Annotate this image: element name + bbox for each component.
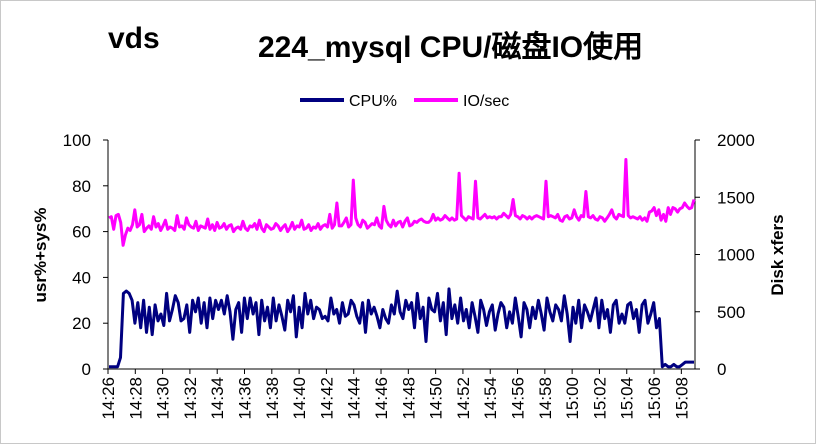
left-tick-label: 80 <box>72 177 91 196</box>
x-tick-label: 15:00 <box>563 377 582 420</box>
x-tick-label: 14:36 <box>236 377 255 420</box>
x-tick-label: 14:34 <box>208 377 227 420</box>
x-tick-label: 14:48 <box>399 377 418 420</box>
x-tick-label: 15:02 <box>590 377 609 420</box>
x-tick-label: 14:56 <box>509 377 528 420</box>
series-line-io <box>108 158 696 247</box>
left-tick-label: 100 <box>63 131 91 150</box>
x-tick-label: 14:44 <box>345 377 364 420</box>
right-tick-label: 1000 <box>717 246 755 265</box>
x-tick-label: 15:04 <box>618 377 637 420</box>
left-tick-label: 40 <box>72 268 91 287</box>
x-tick-label: 14:46 <box>372 377 391 420</box>
x-tick-label: 15:08 <box>672 377 691 420</box>
left-axis-ticks: 0 20 40 60 80 100 <box>63 131 108 379</box>
legend-label-io: IO/sec <box>463 93 509 110</box>
x-tick-label: 14:28 <box>126 377 145 420</box>
left-tick-label: 0 <box>82 360 91 379</box>
legend: CPU% IO/sec <box>300 93 509 110</box>
x-axis-ticks: 14:26 14:28 14:30 14:32 14:34 14:36 14:38 14:40… <box>99 369 691 420</box>
series-line-cpu <box>109 287 694 369</box>
x-tick-label: 14:26 <box>99 377 118 420</box>
x-tick-label: 14:32 <box>181 377 200 420</box>
left-tick-label: 20 <box>72 314 91 333</box>
right-tick-label: 0 <box>717 360 726 379</box>
left-tick-label: 60 <box>72 223 91 242</box>
chart-title: 224_mysql CPU/磁盘IO使用 <box>258 31 644 64</box>
x-tick-label: 14:40 <box>290 377 309 420</box>
x-tick-label: 14:52 <box>454 377 473 420</box>
right-axis-ticks: 0 500 1000 1500 2000 <box>695 131 755 379</box>
x-tick-label: 14:50 <box>427 377 446 420</box>
right-tick-label: 1500 <box>717 188 755 207</box>
right-tick-label: 500 <box>717 303 745 322</box>
x-tick-label: 14:54 <box>481 377 500 420</box>
chart-host-title: vds <box>108 22 160 55</box>
x-tick-label: 14:38 <box>263 377 282 420</box>
y-axis-right-label: Disk xfers <box>768 214 787 295</box>
x-tick-label: 14:58 <box>536 377 555 420</box>
y-axis-left-label: usr%+sys% <box>31 208 50 303</box>
x-tick-label: 14:42 <box>317 377 336 420</box>
right-tick-label: 2000 <box>717 131 755 150</box>
legend-label-cpu: CPU% <box>349 93 397 110</box>
x-tick-label: 14:30 <box>154 377 173 420</box>
x-tick-label: 15:06 <box>645 377 664 420</box>
